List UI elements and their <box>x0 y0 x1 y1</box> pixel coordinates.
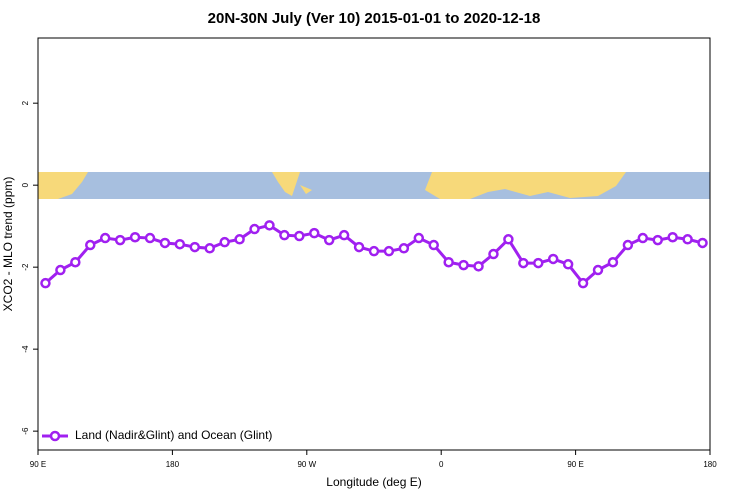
point <box>40 277 51 289</box>
point <box>592 264 604 276</box>
point <box>204 243 215 254</box>
legend-label: Land (Nadir&Glint) and Ocean (Glint) <box>75 428 272 442</box>
point <box>264 220 275 231</box>
y-axis-label: XCO2 - MLO trend (ppm) <box>1 177 15 312</box>
y-tick-label: -4 <box>21 345 30 353</box>
map-strip <box>38 172 710 199</box>
point <box>473 261 484 272</box>
x-tick-label: 0 <box>439 460 444 469</box>
point <box>129 231 141 243</box>
point <box>249 223 260 235</box>
land <box>272 172 300 196</box>
point <box>458 259 469 271</box>
x-tick-label: 90 W <box>297 460 316 469</box>
point <box>503 234 514 245</box>
plot: -6 -4 -2 0 2 90 E 180 90 W 0 90 E 180 Land (Nadir&G… <box>21 100 717 469</box>
point <box>144 232 156 244</box>
legend-marker <box>49 430 61 442</box>
point <box>413 232 425 244</box>
point <box>577 277 589 289</box>
x-axis-label: Longitude (deg E) <box>326 475 421 489</box>
point <box>637 232 649 244</box>
point <box>219 236 230 248</box>
point <box>70 256 81 268</box>
point <box>488 248 499 260</box>
y-tick-label: 2 <box>21 100 30 105</box>
point <box>309 227 320 239</box>
x-tick-label: 180 <box>166 460 180 469</box>
point <box>279 229 290 241</box>
plot-frame <box>37 37 711 451</box>
point <box>159 237 171 249</box>
point <box>338 229 350 241</box>
point <box>234 234 245 245</box>
point <box>562 259 574 270</box>
point <box>652 234 663 246</box>
point <box>697 237 708 249</box>
point <box>398 243 410 254</box>
x-tick-label: 90 E <box>30 460 46 469</box>
point <box>622 239 634 251</box>
y-tick-label: -2 <box>21 263 30 271</box>
land <box>38 172 88 199</box>
point <box>607 256 619 268</box>
point <box>667 231 678 243</box>
point <box>533 257 544 269</box>
point <box>547 253 559 265</box>
point <box>353 241 365 253</box>
point <box>55 264 66 276</box>
point <box>682 234 693 245</box>
x-tick-label: 90 E <box>567 460 583 469</box>
land <box>425 172 626 199</box>
point <box>99 232 111 244</box>
chart-title: 20N-30N July (Ver 10) 2015-01-01 to 2020… <box>208 10 541 27</box>
point <box>323 234 335 246</box>
point <box>294 230 305 242</box>
point <box>114 234 126 246</box>
point <box>443 256 454 268</box>
x-tick-label: 180 <box>703 460 717 469</box>
point <box>383 245 395 257</box>
point <box>428 239 439 251</box>
point <box>174 238 186 250</box>
point <box>189 241 201 253</box>
y-tick-label: -6 <box>21 427 30 435</box>
point <box>518 257 529 269</box>
y-tick-label: 0 <box>21 182 30 187</box>
point <box>85 239 96 251</box>
land <box>300 185 312 194</box>
point <box>368 245 380 257</box>
